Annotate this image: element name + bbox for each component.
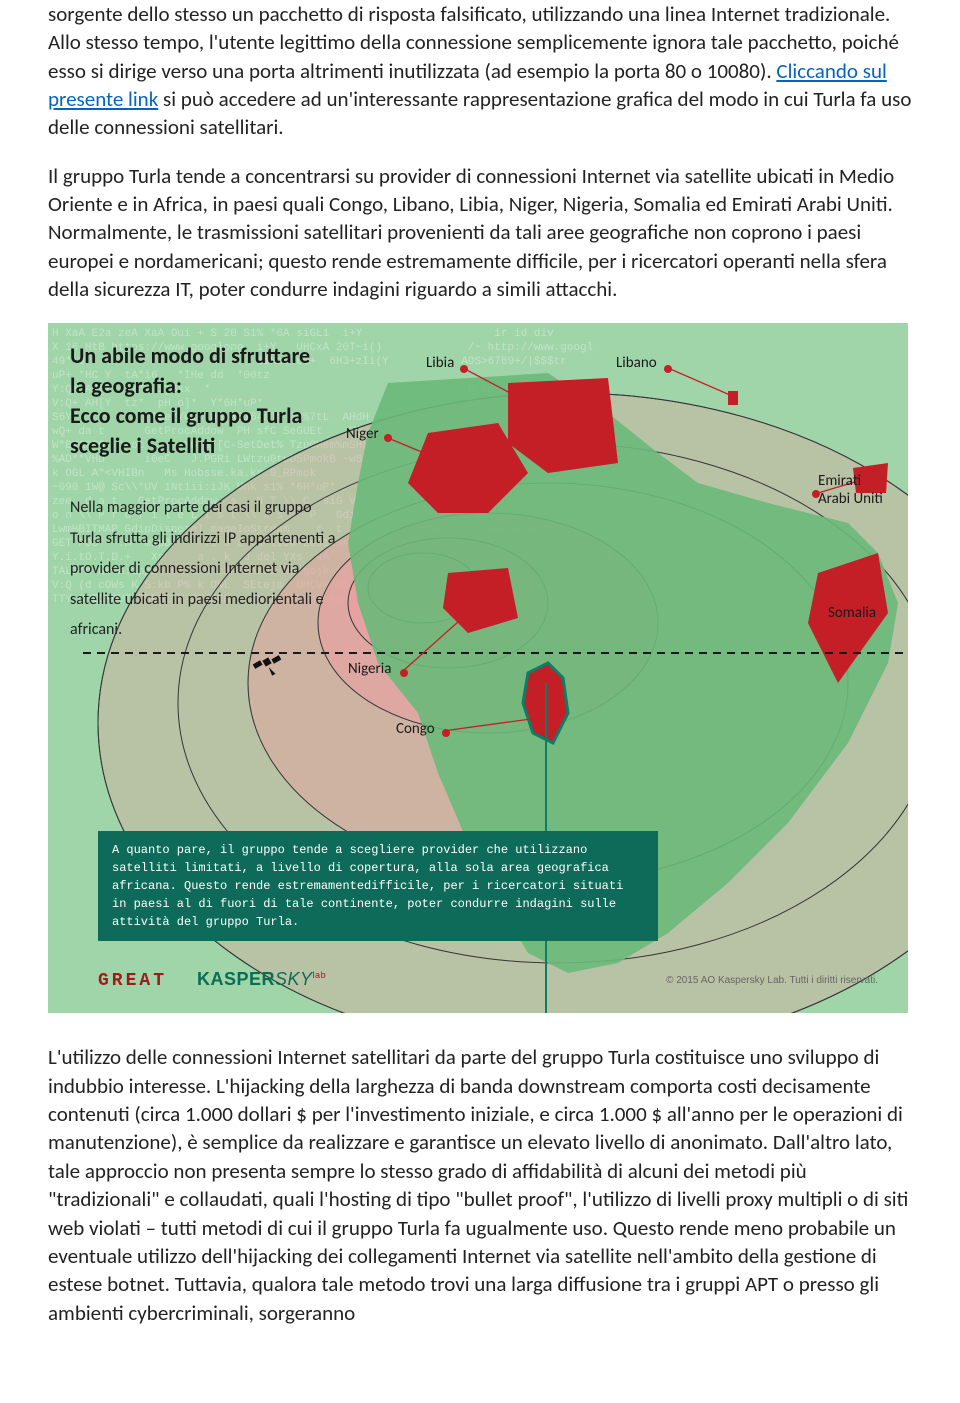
paragraph-1: sorgente dello stesso un pacchetto di ri…: [48, 0, 912, 142]
infographic-title-l4: sceglie i Satelliti: [70, 431, 370, 461]
great-logo: GREAT: [98, 969, 167, 993]
infographic-title-l3: Ecco come il gruppo Turla: [70, 401, 370, 431]
label-libano: Libano: [616, 355, 657, 372]
infographic-callout: A quanto pare, il gruppo tende a sceglie…: [98, 831, 658, 941]
label-uae-l1: Emirati: [818, 472, 861, 490]
paragraph-3: L'utilizzo delle connessioni Internet sa…: [48, 1043, 912, 1326]
paragraph-2: Il gruppo Turla tende a concentrarsi su …: [48, 162, 912, 304]
infographic-title-l1: Un abile modo di sfruttare: [70, 341, 370, 371]
infographic-title: Un abile modo di sfruttare la geografia:…: [70, 341, 370, 460]
turla-infographic: H XaA E2a zeA XaA Oui + S 20 S1% *6A siG…: [48, 323, 908, 1013]
paragraph-1-text-b: si può accedere ad un'interessante rappr…: [48, 86, 911, 140]
region-libano: [728, 391, 738, 405]
kaspersky-logo: KASPERSKYlab: [197, 967, 326, 991]
label-congo: Congo: [396, 721, 435, 738]
kaspersky-logo-b: SKY: [275, 969, 313, 989]
infographic-footer: GREAT KASPERSKYlab © 2015 AO Kaspersky L…: [98, 967, 878, 993]
infographic-description: Nella maggior parte dei casi il gruppo T…: [70, 493, 340, 645]
label-libia: Libia: [426, 355, 454, 372]
logos: GREAT KASPERSKYlab: [98, 967, 326, 993]
satellite-icon: [250, 645, 284, 679]
label-uae: Emirati Arabi Uniti: [818, 473, 883, 508]
label-nigeria: Nigeria: [348, 661, 391, 678]
infographic-title-l2: la geografia:: [70, 371, 370, 401]
paragraph-1-text-a: sorgente dello stesso un pacchetto di ri…: [48, 1, 899, 84]
label-somalia: Somalia: [828, 605, 876, 622]
copyright: © 2015 AO Kaspersky Lab. Tutti i diritti…: [666, 974, 878, 988]
label-uae-l2: Arabi Uniti: [818, 490, 883, 508]
kaspersky-logo-a: KASPER: [197, 969, 275, 989]
kaspersky-logo-sup: lab: [313, 970, 327, 980]
